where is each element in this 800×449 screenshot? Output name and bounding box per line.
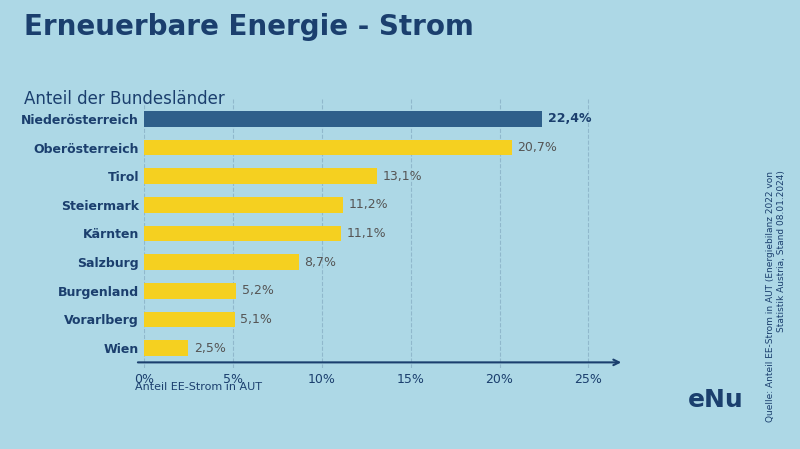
Text: 20,7%: 20,7% [518,141,558,154]
Bar [144,340,189,356]
Text: 2,5%: 2,5% [194,342,226,355]
Bar [144,283,237,299]
Text: 22,4%: 22,4% [547,112,591,125]
Bar [144,254,298,270]
Bar [144,111,542,127]
Text: Quelle: Anteil EE-Strom in AUT (Energiebilanz 2022 von
Statistik Austria, Stand : Quelle: Anteil EE-Strom in AUT (Energieb… [766,171,786,422]
Text: Anteil der Bundesländer: Anteil der Bundesländer [24,90,225,108]
Text: 13,1%: 13,1% [382,170,422,183]
Text: Erneuerbare Energie - Strom: Erneuerbare Energie - Strom [24,13,474,41]
Text: 5,1%: 5,1% [240,313,272,326]
Bar [144,225,342,242]
Bar [144,168,377,184]
Text: 5,2%: 5,2% [242,284,274,297]
Text: 11,2%: 11,2% [349,198,388,211]
Text: 11,1%: 11,1% [346,227,386,240]
Bar [144,197,343,213]
Text: eNu: eNu [688,387,744,412]
Bar [144,312,234,327]
Text: 8,7%: 8,7% [304,255,336,269]
Bar [144,140,512,155]
Text: Anteil EE-Strom in AUT: Anteil EE-Strom in AUT [135,383,262,392]
